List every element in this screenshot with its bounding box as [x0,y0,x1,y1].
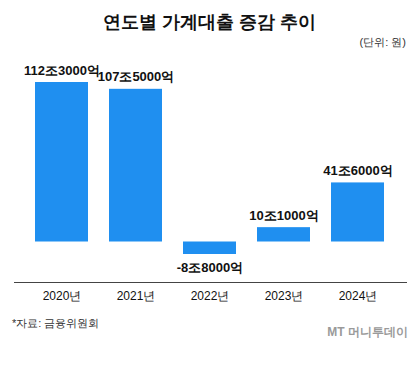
svg-text:107조5000억: 107조5000억 [98,69,175,84]
html-text:(단위: 원): (단위: 원) [359,36,406,48]
svg-text:112조3000억: 112조3000억 [24,63,100,78]
svg-text:2023년: 2023년 [265,289,304,303]
svg-text:2022년: 2022년 [191,289,230,303]
svg-text:2020년: 2020년 [43,289,82,303]
html-text:연도별 가계대출 증감 추이: 연도별 가계대출 증감 추이 [103,12,317,32]
svg-text:10조1000억: 10조1000억 [249,208,318,223]
svg-text:2024년: 2024년 [339,289,378,303]
svg-text:-8조8000억: -8조8000억 [177,260,243,275]
svg-text:41조6000억: 41조6000억 [323,163,392,178]
svg-text:2021년: 2021년 [117,289,156,303]
html-text:*자료: 금융위원회: *자료: 금융위원회 [12,317,100,329]
html-text:MT 머니투데이: MT 머니투데이 [327,325,408,339]
